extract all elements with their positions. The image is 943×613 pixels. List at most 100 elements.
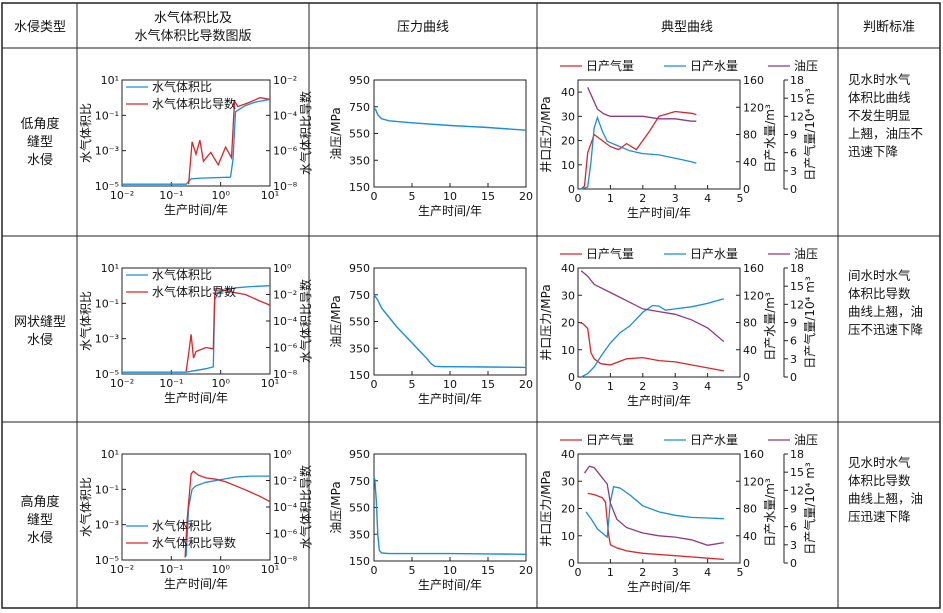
y3-tick-label: 18 <box>790 262 804 275</box>
y-tick-label: 0 <box>568 183 575 196</box>
pressure-chart: 0 5 10 15 20 150 350 550 750 950 生产时间/年 油压/MPa <box>329 74 533 218</box>
x-tick-label: 20 <box>519 378 533 391</box>
x-tick-label: 10¹ <box>261 563 279 576</box>
x-tick-label: 0 <box>575 380 582 393</box>
legend-label-water: 日产水量 <box>690 433 738 447</box>
x-tick-label: 0 <box>371 564 378 577</box>
y-tick-label: 10¹ <box>101 448 119 461</box>
derivative-series-line <box>184 470 271 558</box>
x-tick-label: 20 <box>519 564 533 577</box>
x-axis-label: 生产时间/年 <box>164 577 228 591</box>
water-rate-line <box>580 298 724 378</box>
legend-label-derivative: 水气体积比导数 <box>152 284 236 299</box>
row-network: 网状缝型 水侵 间水时水气 体积比导数 曲线上翘，油 压不迅速下降 <box>14 268 924 348</box>
y2-tick-label: 10⁻² <box>273 74 297 87</box>
y3-tick-label: 12 <box>790 484 804 497</box>
y-tick-label: 10⁻⁵ <box>95 554 119 567</box>
x-tick-label: 10⁻² <box>110 189 134 202</box>
y2-tick-label: 10⁰ <box>273 262 292 275</box>
x-axis-label: 生产时间/年 <box>418 578 482 592</box>
x-tick-label: 4 <box>704 192 711 205</box>
x-tick-label: 20 <box>519 190 533 203</box>
type-line: 网状缝型 <box>14 315 66 330</box>
y-tick-label: 30 <box>561 289 575 302</box>
criteria-line: 见水时水气 <box>848 455 911 470</box>
y-tick-label: 750 <box>349 101 370 114</box>
y-tick-label: 10 <box>561 344 575 357</box>
criteria-line: 体积比导数 <box>848 286 911 301</box>
legend-label-gas: 日产气量 <box>586 246 634 261</box>
y3-tick-label: 0 <box>790 183 797 196</box>
y2-tick-label: 80 <box>743 317 757 330</box>
table-header: 水侵类型 水气体积比及 水气体积比导数图版 压力曲线 典型曲线 判断标准 <box>14 10 915 44</box>
legend-label-gas: 日产气量 <box>586 432 634 447</box>
y2-tick-label: 10⁻⁸ <box>273 368 298 381</box>
y-tick-label: 20 <box>561 503 575 516</box>
y-tick-label: 950 <box>349 262 370 275</box>
y3-tick-label: 15 <box>790 92 804 105</box>
y2-tick-label: 10⁻² <box>273 475 297 488</box>
criteria-line: 间水时水气 <box>848 268 911 283</box>
derivative-series-line <box>187 97 271 185</box>
y-tick-label: 20 <box>561 135 575 148</box>
y-tick-label: 40 <box>561 86 575 99</box>
legend-label-ratio: 水气体积比 <box>152 79 212 94</box>
x-axis-label: 生产时间/年 <box>418 392 482 406</box>
x-tick-label: 10⁻¹ <box>159 189 183 202</box>
y3-tick-label: 12 <box>790 298 804 311</box>
criteria-line: 压不迅速下降 <box>848 322 924 337</box>
y-tick-label: 950 <box>349 74 370 87</box>
y2-axis-label: 日产水量/m³ <box>763 292 777 361</box>
x-tick-label: 15 <box>481 378 495 391</box>
type-line: 水侵 <box>27 530 53 546</box>
x-tick-label: 10⁰ <box>211 189 230 202</box>
y-tick-label: 0 <box>568 371 575 384</box>
plot-frame <box>121 79 271 187</box>
ratio-chart: 10⁻² 10⁻¹ 10⁰ 10¹10⁻⁵10⁻³10⁻¹10¹10⁻⁸10⁻⁶10⁻… <box>78 262 313 405</box>
legend-label-derivative: 水气体积比导数 <box>152 96 236 111</box>
y2-tick-label: 40 <box>743 344 757 357</box>
x-tick-label: 2 <box>639 566 646 579</box>
y2-tick-label: 10⁻⁸ <box>273 554 298 567</box>
y3-tick-label: 6 <box>790 521 797 534</box>
oil-pressure-line <box>583 465 724 546</box>
x-tick-label: 15 <box>481 190 495 203</box>
y-tick-label: 10¹ <box>101 262 119 275</box>
y-axis-label: 井口压力/MPa <box>539 284 553 360</box>
x-tick-label: 10⁻² <box>110 377 134 390</box>
x-axis-label: 生产时间/年 <box>627 580 691 594</box>
y2-tick-label: 10⁻² <box>273 289 297 302</box>
y2-axis-label: 日产水量/m³ <box>763 478 777 547</box>
plot-frame <box>373 453 527 562</box>
x-axis-label: 生产时间/年 <box>627 206 691 220</box>
type-line: 低角度 <box>20 116 59 132</box>
y3-axis-label: 日产气量/10⁴ m³ <box>802 276 817 369</box>
y-tick-label: 30 <box>561 110 575 123</box>
y2-tick-label: 10⁰ <box>273 448 292 461</box>
y2-axis-label: 水气体积比导数 <box>298 465 313 549</box>
oil-pressure-line <box>373 294 527 369</box>
ratio-chart: 10⁻² 10⁻¹ 10⁰ 10¹10⁻⁵10⁻³10⁻¹10¹10⁻⁸10⁻⁶10⁻… <box>78 448 313 591</box>
y-tick-label: 40 <box>561 448 575 461</box>
plot-frame <box>121 267 271 375</box>
y3-tick-label: 6 <box>790 147 797 160</box>
y3-axis-label: 日产气量/10⁴ m³ <box>802 462 817 555</box>
y3-tick-label: 0 <box>790 371 797 384</box>
x-tick-label: 5 <box>409 564 416 577</box>
x-tick-label: 0 <box>371 190 378 203</box>
criteria-line: 曲线上翘，油 <box>848 304 923 319</box>
x-tick-label: 10¹ <box>261 377 279 390</box>
y2-tick-label: 120 <box>743 475 764 488</box>
criteria-line: 体积比曲线 <box>848 90 911 105</box>
x-tick-label: 5 <box>737 566 744 579</box>
type-line: 缝型 <box>27 135 53 150</box>
y2-tick-label: 10⁻⁴ <box>273 501 298 514</box>
y-tick-label: 350 <box>349 342 370 355</box>
criteria-line: 上翘，油压不 <box>848 126 923 141</box>
x-tick-label: 3 <box>672 380 679 393</box>
y-tick-label: 150 <box>349 555 370 568</box>
y2-tick-label: 10⁻⁴ <box>273 109 298 122</box>
header-typical-curve: 典型曲线 <box>661 20 713 35</box>
